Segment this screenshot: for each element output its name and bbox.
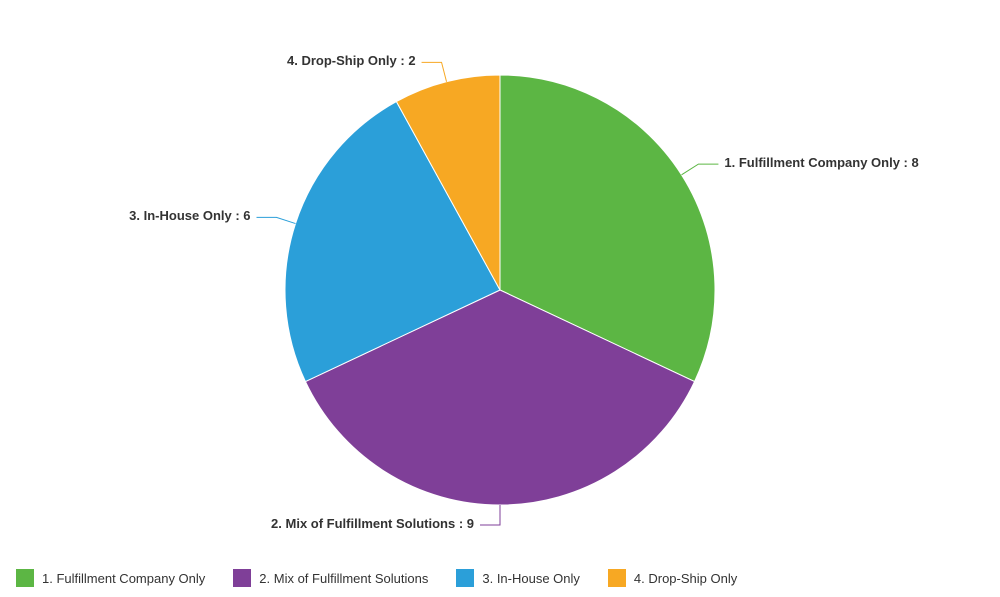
- leader-line-mix_of_fulfillment_solutions: [480, 505, 500, 525]
- legend-item-mix-of-fulfillment-solutions: 2. Mix of Fulfillment Solutions: [233, 569, 428, 587]
- legend-label: 1. Fulfillment Company Only: [42, 571, 205, 586]
- slice-label-in-house-only: 3. In-House Only : 6: [129, 208, 250, 223]
- legend-item-drop-ship-only: 4. Drop-Ship Only: [608, 569, 737, 587]
- leader-line-drop_ship_only: [422, 62, 447, 81]
- slice-label-mix-of-fulfillment-solutions: 2. Mix of Fulfillment Solutions : 9: [271, 516, 474, 531]
- legend-label: 4. Drop-Ship Only: [634, 571, 737, 586]
- legend-label: 2. Mix of Fulfillment Solutions: [259, 571, 428, 586]
- legend-swatch-in-house-only: [456, 569, 474, 587]
- slice-label-drop-ship-only: 4. Drop-Ship Only : 2: [287, 53, 416, 68]
- leader-line-fulfillment_company_only: [682, 164, 719, 175]
- legend-label: 3. In-House Only: [482, 571, 580, 586]
- legend-swatch-drop-ship-only: [608, 569, 626, 587]
- legend: 1. Fulfillment Company Only 2. Mix of Fu…: [16, 569, 737, 587]
- leader-line-in_house_only: [257, 217, 296, 223]
- legend-item-fulfillment-company-only: 1. Fulfillment Company Only: [16, 569, 205, 587]
- legend-swatch-fulfillment-company-only: [16, 569, 34, 587]
- pie-chart-container: 1. Fulfillment Company Only : 8 2. Mix o…: [0, 0, 1000, 597]
- pie-chart-svg: [0, 0, 1000, 597]
- slice-label-fulfillment-company-only: 1. Fulfillment Company Only : 8: [724, 155, 918, 170]
- legend-swatch-mix-of-fulfillment-solutions: [233, 569, 251, 587]
- legend-item-in-house-only: 3. In-House Only: [456, 569, 580, 587]
